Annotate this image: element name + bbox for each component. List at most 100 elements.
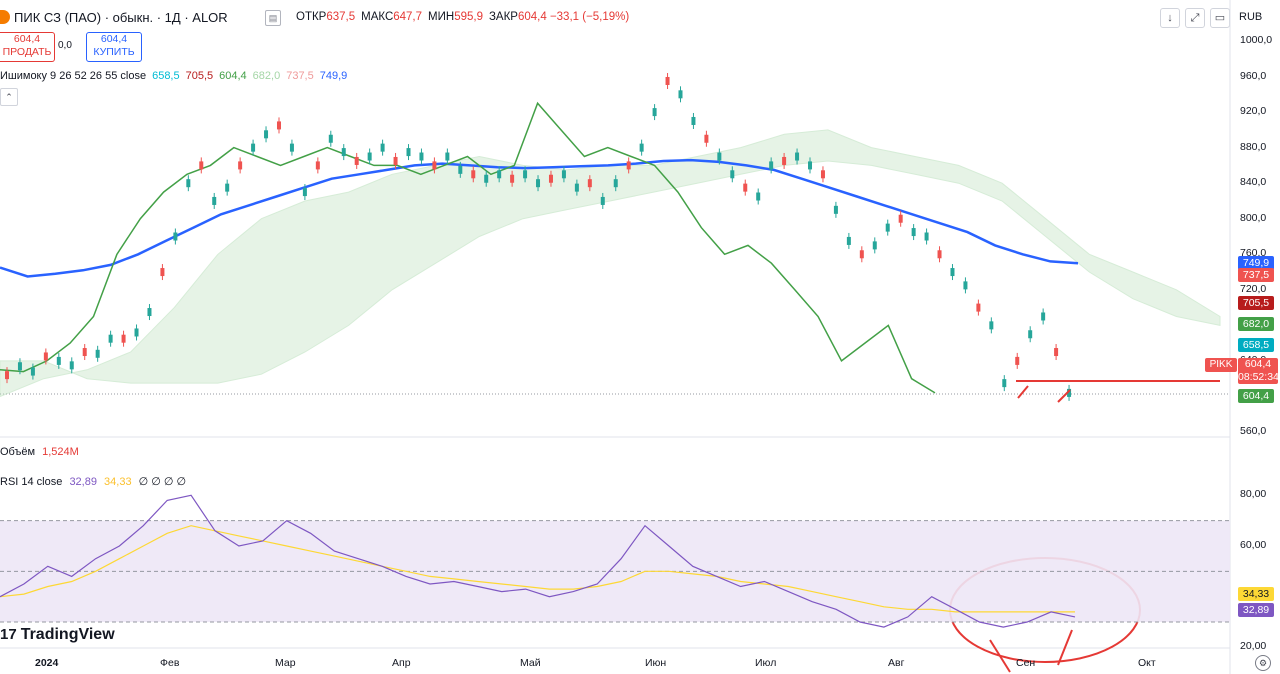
sell-price: 604,4 [13,33,41,45]
rsi-ma-line [0,525,1075,613]
price-axis-label: 720,0 [1240,282,1267,295]
candle-body [613,179,618,188]
price-tag: 737,5 [1238,267,1274,282]
candle-body [782,156,787,165]
rsi-axis-label: 20,00 [1240,640,1267,653]
ohlc-key: ОТКР [296,11,327,23]
compare-icon[interactable]: ▤ [265,10,281,26]
candle-body [626,161,631,170]
ichimoku-value: 604,4 [219,70,247,82]
candle-body [43,352,48,361]
last-price-timer: 08:52:34 [1238,371,1279,383]
candle-body [924,232,929,241]
ohlc-value: 595,9 [454,11,483,23]
candle-body [419,152,424,161]
price-axis-label: 800,0 [1240,211,1267,224]
candle-body [147,308,152,317]
candle-body [108,334,113,343]
candle-body [251,143,256,152]
candle-body [937,250,942,259]
tv-logo-icon: 17 [0,626,17,643]
volume-legend[interactable]: Объём 1,524M [0,446,79,458]
candle-body [445,152,450,161]
candle-body [367,152,372,161]
candle-body [523,170,528,179]
spread-value: 0,0 [58,40,72,51]
candle-body [341,148,346,157]
candle-body [471,170,476,179]
rsi-line [0,494,1076,628]
price-tag: 705,5 [1238,296,1274,311]
price-tag: 604,4 [1238,388,1274,403]
time-axis-label: Май [520,657,541,669]
collapse-legend-icon[interactable]: ⌃ [0,88,18,106]
candle-body [678,90,683,99]
candle-body [561,170,566,179]
ohlc-readout: ОТКР637,5 МАКС647,7 МИН595,9 ЗАКР604,4 −33,… [296,11,635,23]
candle-body [600,196,605,205]
candle-body [393,156,398,165]
ichimoku-value: 658,5 [152,70,180,82]
arrow-annotation [1057,389,1071,403]
candle-body [639,143,644,152]
candle-body [121,334,126,343]
ichimoku-cloud [0,129,1221,398]
candle-body [872,241,877,250]
candle-body [199,161,204,170]
candle-body [484,174,489,183]
sell-button[interactable]: 604,4 ПРОДАТЬ [0,32,55,62]
candle-body [976,303,981,312]
price-tag: 749,9 [1238,256,1274,271]
price-axis-label: 920,0 [1240,105,1267,118]
buy-button[interactable]: 604,4 КУПИТЬ [86,32,142,62]
candle-body [1067,388,1072,397]
ohlc-key: ЗАКР [488,11,518,23]
chikou-line [0,101,936,394]
last-price-value: 604,4 [1244,358,1272,370]
candle-body [212,196,217,205]
pik-logo-icon [0,10,10,24]
candle-body [898,214,903,223]
rsi-axis-label: 60,00 [1240,539,1267,551]
time-axis-label: Мар [275,657,296,669]
ohlc-value: 647,7 [393,11,423,23]
candle-body [1041,312,1046,321]
candle-body [833,205,838,214]
candle-body [536,179,541,188]
fullscreen-icon[interactable]: ⤢ [1185,8,1205,28]
candle-body [276,121,281,130]
candle-body [497,170,502,179]
ichimoku-legend[interactable]: Ишимоку 9 26 52 26 55 close 658,5 705,5 604… [0,70,347,82]
candle-body [1015,356,1020,365]
price-tag: 682,0 [1238,316,1274,331]
candle-body [911,228,916,237]
candle-body [5,371,9,380]
candle-body [69,361,74,370]
candle-body [717,152,722,161]
gear-icon[interactable]: ⚙ [1255,655,1271,671]
candle-body [134,328,139,337]
candle-body [574,183,579,192]
rsi-tag: 32,89 [1238,603,1274,617]
candle-body [380,143,385,152]
download-icon[interactable]: ↓ [1160,8,1180,28]
currency-label[interactable]: RUB [1239,11,1263,23]
candle-body [950,268,955,277]
candle-body [795,152,800,161]
ma-line [0,158,1079,278]
candle-body [756,192,761,201]
last-price-tag: 604,4 08:52:34 [1238,358,1279,384]
price-axis-label: 840,0 [1240,176,1267,189]
candle-body [652,108,657,117]
symbol-title[interactable]: ПИК СЗ (ПАО) · обыкн. · 1Д · ALOR [14,10,228,25]
time-axis-label: Окт [1138,657,1156,669]
candle-body [302,188,307,197]
sell-label: ПРОДАТЬ [2,46,52,58]
time-axis-label: Авг [888,657,905,669]
volume-value: 1,524M [42,446,79,458]
tradingview-logo[interactable]: 17 TradingView [0,626,115,643]
candle-body [691,116,696,125]
rsi-legend[interactable]: RSI 14 close 32,89 34,33 ∅ ∅ ∅ ∅ [0,475,186,488]
price-axis-label: 960,0 [1240,69,1267,82]
